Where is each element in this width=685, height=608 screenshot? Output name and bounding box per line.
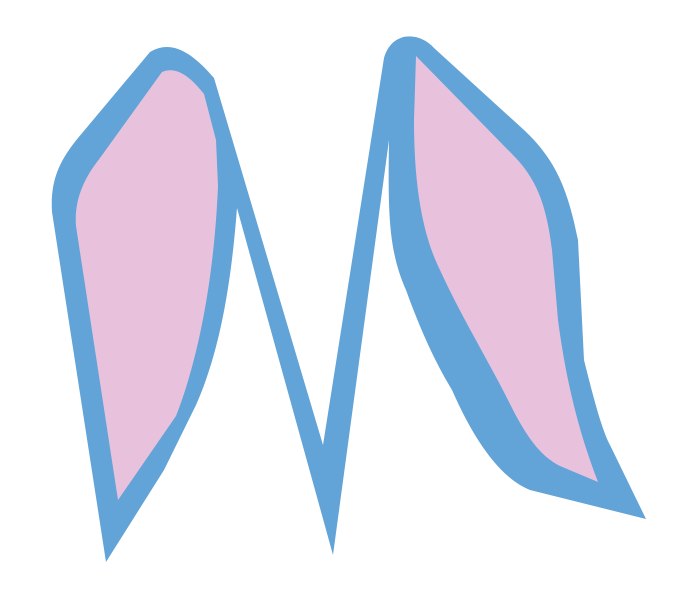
left-inner-ear (75, 70, 218, 500)
right-inner-ear (414, 56, 598, 482)
